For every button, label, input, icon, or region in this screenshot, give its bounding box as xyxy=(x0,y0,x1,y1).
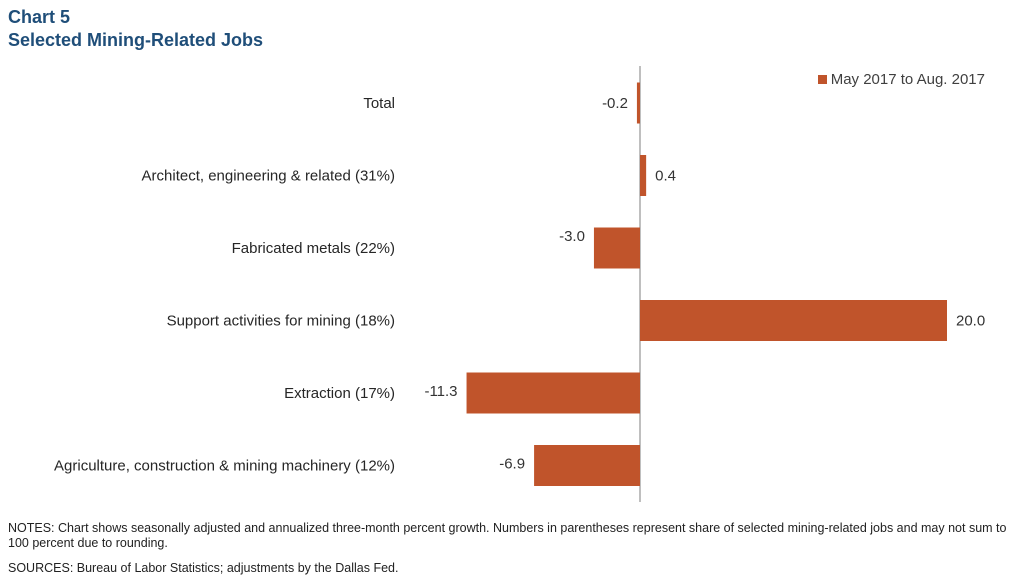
data-label: -0.2 xyxy=(602,95,628,112)
bar xyxy=(466,372,640,414)
bar xyxy=(640,155,647,196)
category-label: Architect, engineering & related (31%) xyxy=(142,168,395,185)
legend-swatch xyxy=(817,75,827,84)
sources-text: SOURCES: Bureau of Labor Statistics; adj… xyxy=(8,561,399,575)
category-label: Agriculture, construction & mining machi… xyxy=(54,458,395,475)
bar xyxy=(534,445,640,486)
data-label: -11.3 xyxy=(424,383,457,400)
bar xyxy=(593,227,640,269)
category-label: Total xyxy=(363,95,395,112)
bar-chart: Total -0.2 Architect, engineering & relate… xyxy=(54,66,985,502)
notes-text: NOTES: Chart shows seasonally adjusted a… xyxy=(8,521,1007,550)
chart-title: Selected Mining-Related Jobs xyxy=(8,30,264,50)
legend: May 2017 to Aug. 2017 xyxy=(817,71,985,88)
data-label: 20.0 xyxy=(956,313,985,330)
bar xyxy=(640,300,947,341)
data-label: -6.9 xyxy=(499,456,525,473)
legend-label: May 2017 to Aug. 2017 xyxy=(830,71,985,88)
data-label: -3.0 xyxy=(559,228,585,245)
category-label: Fabricated metals (22%) xyxy=(232,240,395,257)
category-label: Support activities for mining (18%) xyxy=(167,313,395,330)
data-label: 0.4 xyxy=(655,168,676,185)
chart-header: Chart 5 Selected Mining-Related Jobs xyxy=(8,6,263,52)
bar xyxy=(636,82,640,124)
chart-number: Chart 5 xyxy=(8,7,71,27)
category-label: Extraction (17%) xyxy=(284,385,395,402)
